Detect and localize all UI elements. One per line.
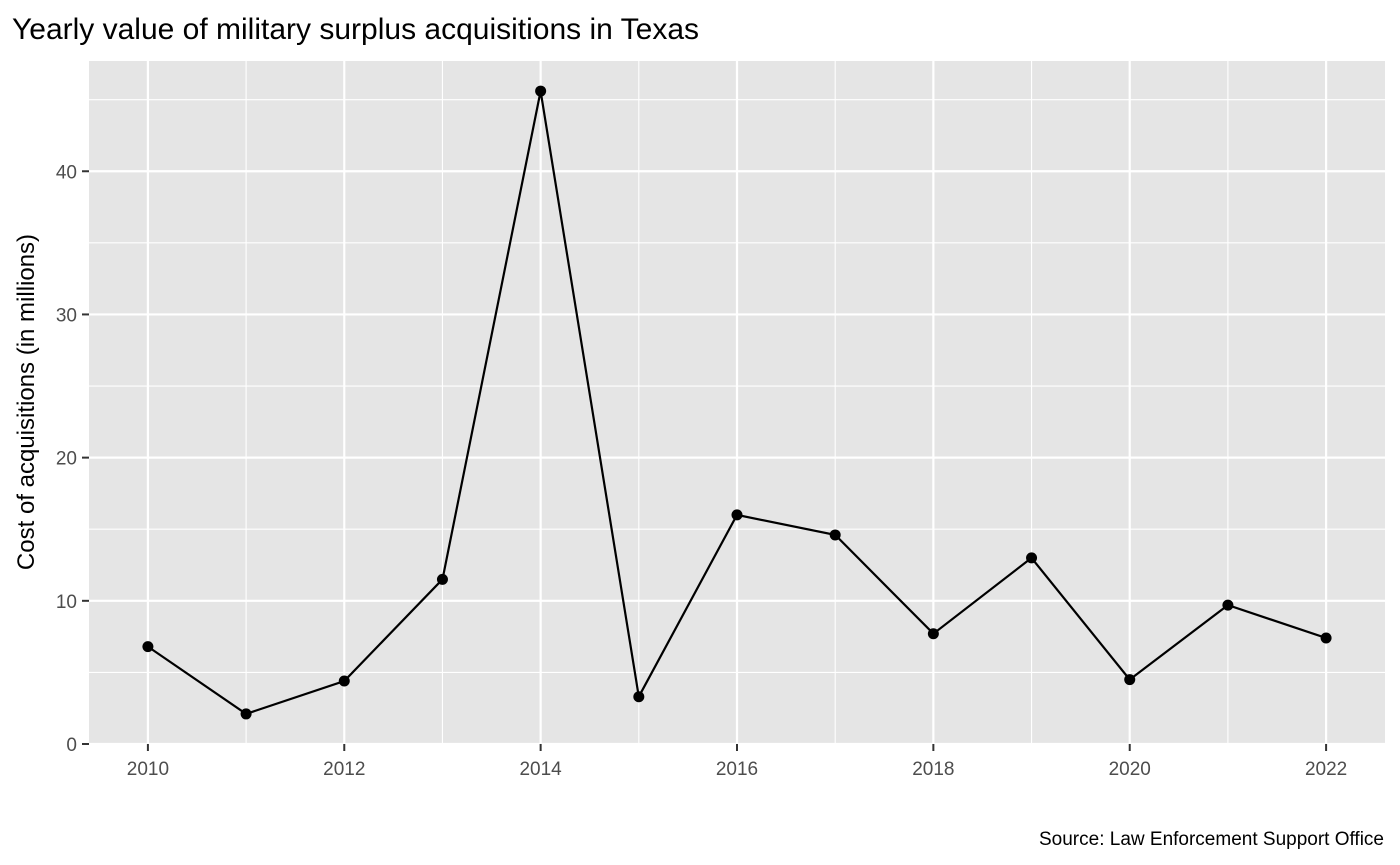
data-point — [830, 529, 841, 540]
x-tick-label: 2022 — [1305, 759, 1347, 780]
x-tick-label: 2014 — [519, 759, 562, 780]
source-caption: Source: Law Enforcement Support Office — [1039, 829, 1384, 850]
data-point — [339, 675, 350, 686]
data-point — [1124, 674, 1135, 685]
data-point — [1321, 633, 1332, 644]
data-point — [1222, 600, 1233, 611]
y-axis-label: Cost of acquisitions (in millions) — [13, 234, 40, 570]
x-tick-label: 2012 — [323, 759, 365, 780]
x-axis: 2010 2012 2014 2016 2018 2020 2022 — [127, 744, 1347, 780]
data-point — [732, 509, 743, 520]
data-point — [142, 641, 153, 652]
data-point — [535, 86, 546, 97]
data-point — [241, 708, 252, 719]
x-tick-label: 2016 — [716, 759, 758, 780]
data-point — [1026, 552, 1037, 563]
y-tick-label: 0 — [66, 735, 77, 756]
y-tick-label: 10 — [56, 592, 77, 613]
y-axis: 0 10 20 30 40 — [56, 162, 89, 756]
data-point — [928, 628, 939, 639]
y-tick-label: 30 — [56, 305, 77, 326]
x-tick-label: 2010 — [127, 759, 169, 780]
y-tick-label: 20 — [56, 449, 77, 470]
x-tick-label: 2018 — [912, 759, 954, 780]
x-tick-label: 2020 — [1109, 759, 1151, 780]
data-point — [437, 574, 448, 585]
y-tick-label: 40 — [56, 162, 77, 183]
chart-title: Yearly value of military surplus acquisi… — [12, 13, 699, 46]
data-point — [633, 691, 644, 702]
